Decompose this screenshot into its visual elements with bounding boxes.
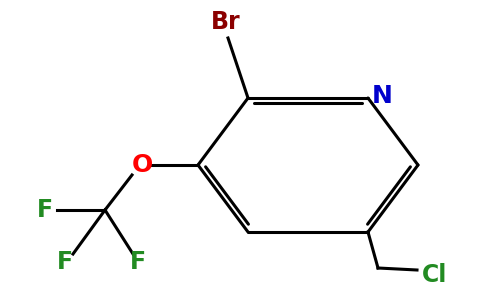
Text: Br: Br bbox=[211, 10, 241, 34]
Text: O: O bbox=[131, 153, 152, 177]
Text: N: N bbox=[372, 84, 393, 108]
Text: Cl: Cl bbox=[423, 263, 448, 287]
Text: F: F bbox=[130, 250, 146, 274]
Text: F: F bbox=[57, 250, 73, 274]
Text: F: F bbox=[37, 198, 53, 222]
